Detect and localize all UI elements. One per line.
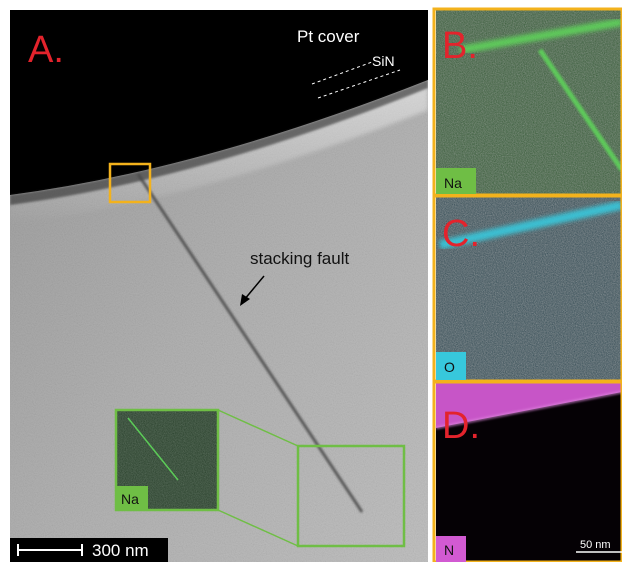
panel-b: B. Na	[432, 7, 622, 197]
na-inset-label: Na	[121, 491, 139, 507]
stacking-fault-arrow-head	[240, 294, 250, 306]
n-badge	[436, 536, 466, 562]
sin-dashed-top	[311, 61, 373, 85]
na-map-fault	[537, 48, 622, 172]
panel-a-letter: A.	[28, 29, 64, 71]
sin-label: SiN	[372, 53, 395, 69]
na-inset-fault	[127, 417, 179, 481]
o-map-cover-edge	[439, 200, 622, 250]
na-badge-label: Na	[444, 175, 462, 191]
na-inset-badge	[116, 486, 148, 510]
panel-d: D. N 50 nm	[432, 380, 622, 562]
n-badge-label: N	[444, 542, 454, 558]
stacking-fault-line	[136, 173, 364, 513]
o-badge-label: O	[444, 359, 455, 375]
scale-bar-d: 50 nm	[576, 539, 622, 553]
panel-b-letter: B.	[442, 25, 478, 67]
na-map-cover-edge	[459, 18, 622, 54]
inset-connector-bottom	[217, 509, 299, 547]
scale-bar-a: 300 nm	[10, 538, 168, 562]
pt-cover-region	[10, 10, 428, 195]
panel-c-letter: C.	[442, 213, 480, 255]
n-map-cover-layer	[436, 383, 622, 428]
na-inset: Na	[114, 408, 220, 512]
sin-layer	[10, 80, 428, 205]
na-badge	[436, 168, 476, 194]
highlight-box	[108, 162, 152, 204]
scale-bar-d-label: 50 nm	[580, 539, 611, 551]
sin-dashed-bottom	[317, 69, 401, 99]
o-badge	[436, 352, 466, 380]
scale-bar-a-label: 300 nm	[92, 541, 149, 560]
pt-cover-label: Pt cover	[297, 27, 360, 46]
panel-c: C. O	[432, 194, 622, 383]
inset-connector-top	[217, 409, 299, 447]
panel-d-letter: D.	[442, 405, 480, 447]
panel-a: A. Pt cover SiN stacking fault Na	[10, 10, 428, 562]
stacking-fault-label: stacking fault	[250, 249, 349, 268]
inset-source-box	[296, 444, 406, 548]
stacking-fault-arrow-shaft	[243, 275, 265, 301]
